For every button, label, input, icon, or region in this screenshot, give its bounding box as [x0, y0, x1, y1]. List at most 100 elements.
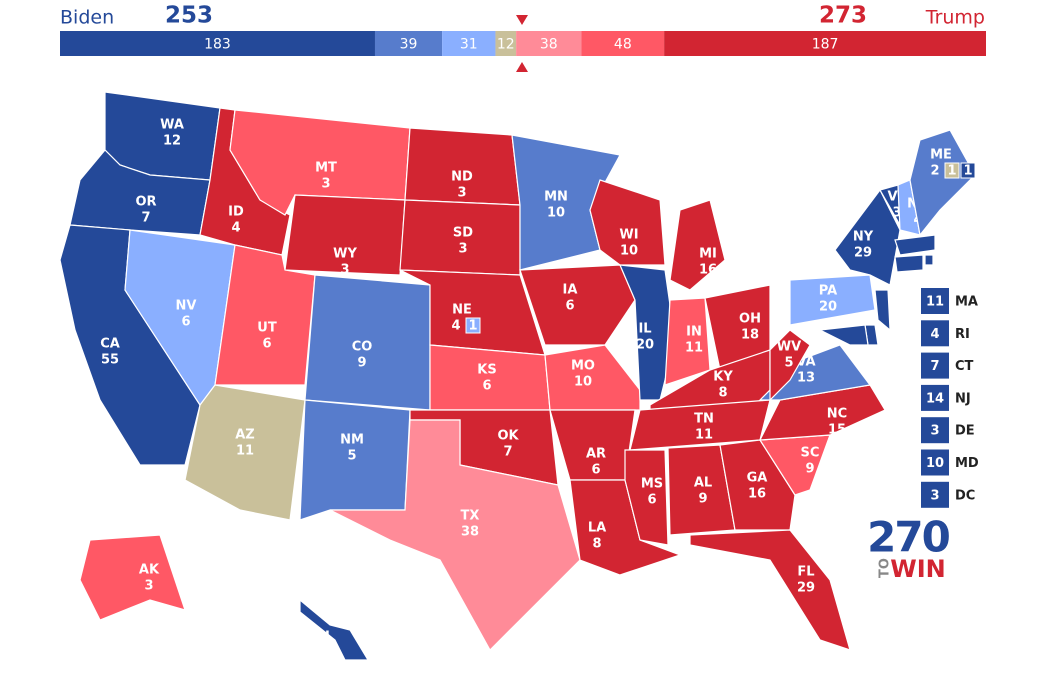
segment-label: 183 — [204, 37, 231, 53]
midpoint-marker — [516, 62, 528, 72]
state-label: MI — [699, 247, 717, 262]
bar-segment — [516, 31, 582, 56]
segment-label: 48 — [614, 37, 632, 53]
state-shape — [544, 344, 641, 411]
district-votes: 1 — [963, 164, 972, 179]
state-votes: 8 — [592, 537, 601, 552]
state-shape — [894, 254, 924, 273]
left-total: 253 — [165, 3, 213, 29]
district-votes: 1 — [947, 164, 956, 179]
state-label: LA — [588, 521, 606, 536]
right-candidate: Trump — [925, 7, 985, 29]
state-votes: 15 — [828, 423, 846, 438]
state-label: CA — [100, 337, 120, 352]
state-votes: 10 — [620, 244, 638, 259]
small-state-list: 11 MA 4 RI 7 CT 14 NJ 3 DE 10 MD 3 DC — [921, 288, 979, 508]
state-label: CO — [352, 340, 373, 355]
state-label: PA — [819, 284, 837, 299]
state-label: WY — [333, 247, 357, 262]
vote-box — [921, 288, 949, 314]
vote-box — [921, 384, 949, 411]
logo: 270 TO WIN — [867, 513, 951, 584]
logo-to: TO — [878, 558, 893, 578]
state-votes: 6 — [591, 463, 600, 478]
state-votes: 8 — [718, 386, 727, 401]
state-label: NJ — [955, 391, 971, 406]
state-shape — [769, 329, 811, 402]
state-votes: 16 — [699, 263, 717, 278]
vote-box — [921, 417, 949, 444]
state-shape — [874, 289, 891, 332]
state-votes: 2 — [930, 164, 939, 179]
state-votes: 3 — [144, 579, 153, 594]
state-votes: 3 — [457, 186, 466, 201]
state-votes: 16 — [748, 487, 766, 502]
state-label: AL — [694, 476, 712, 491]
state-votes: 6 — [565, 299, 574, 314]
midpoint-marker — [516, 15, 528, 25]
vote-box — [921, 352, 949, 379]
state-label: AZ — [235, 428, 255, 443]
state-label: MD — [955, 456, 979, 471]
segment-label: 31 — [460, 37, 478, 53]
state-label: AK — [139, 563, 160, 578]
state-votes: 3 — [321, 177, 330, 192]
logo-number: 270 — [867, 513, 949, 562]
state-shape — [924, 254, 934, 266]
state-label: RI — [955, 327, 970, 342]
bar-segment — [581, 31, 665, 56]
state-votes: 12 — [163, 134, 181, 149]
state-votes: 10 — [926, 456, 944, 471]
state-label: OR — [135, 195, 156, 210]
state-shape — [79, 534, 186, 621]
state-votes: 4 — [231, 221, 240, 236]
state-label: MT — [315, 161, 337, 176]
state-label: AR — [586, 447, 606, 462]
state-votes: 29 — [854, 246, 872, 261]
state-votes: 5 — [784, 356, 793, 371]
state-votes: 6 — [647, 493, 656, 508]
state-shape — [299, 598, 370, 661]
state-votes: 3 — [930, 488, 939, 503]
state-votes: 7 — [141, 211, 150, 226]
state-votes: 20 — [636, 338, 654, 353]
state-shape — [284, 194, 406, 276]
state-label: CT — [955, 359, 974, 374]
state-label: DE — [955, 424, 975, 439]
state-label: IN — [686, 325, 702, 340]
state-votes: 10 — [547, 206, 565, 221]
state-label: WA — [160, 118, 184, 133]
state-votes: 10 — [574, 375, 592, 390]
state-shape — [909, 129, 976, 237]
district-box — [960, 162, 976, 179]
vote-box — [921, 320, 949, 347]
state-label: OK — [497, 429, 519, 444]
state-shape — [624, 449, 669, 546]
state-votes: 11 — [926, 295, 944, 310]
state-label: IA — [563, 283, 578, 298]
state-label: NM — [340, 433, 364, 448]
state-label: DC — [955, 488, 975, 503]
state-label: MS — [641, 477, 663, 492]
state-label: FL — [797, 565, 814, 580]
segment-label: 187 — [812, 37, 839, 53]
state-shape — [329, 419, 581, 651]
state-label: TX — [461, 509, 480, 524]
district-box — [944, 162, 960, 179]
state-label: TN — [694, 412, 714, 427]
state-label: NV — [176, 299, 197, 314]
state-votes: 6 — [262, 337, 271, 352]
bar-segment — [60, 31, 375, 56]
state-votes: 55 — [101, 353, 119, 368]
state-label: SD — [453, 226, 473, 241]
state-votes: 4 — [317, 646, 326, 661]
state-label: MO — [571, 359, 595, 374]
vote-bar: 183 39 31 12 38 48 187 — [60, 31, 986, 56]
state-label: SC — [801, 446, 820, 461]
state-votes: 9 — [357, 356, 366, 371]
state-votes: 7 — [930, 359, 939, 374]
state-votes: 11 — [236, 444, 254, 459]
segment-label: 39 — [400, 37, 418, 53]
state-votes: 5 — [347, 449, 356, 464]
right-total: 273 — [819, 3, 867, 29]
